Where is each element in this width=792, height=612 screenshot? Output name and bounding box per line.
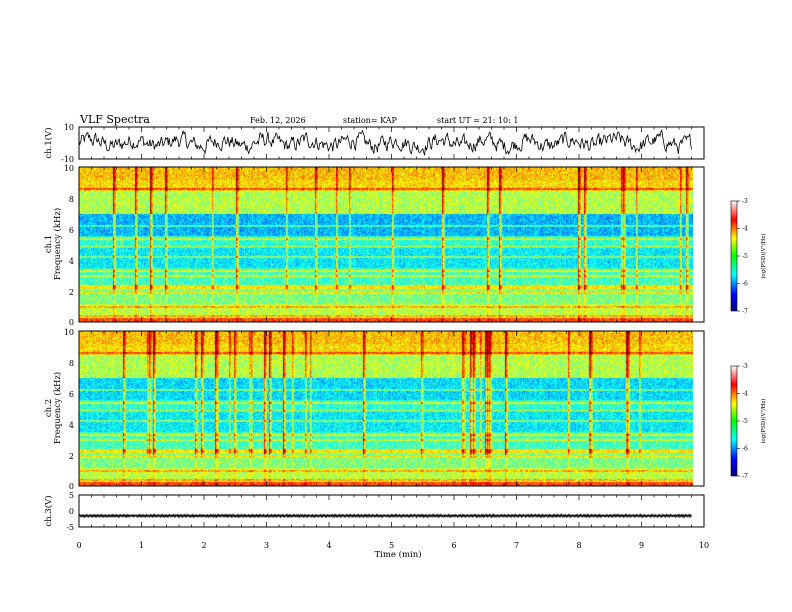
time-axis-label: Time (min) [374, 549, 421, 560]
ch2-colorbar-scale [730, 365, 738, 477]
ch2-spectrogram-xticks [78, 331, 705, 486]
ch2-colorbar-tick-label-4: -7 [742, 473, 748, 480]
time-tick-label-7: 7 [514, 541, 519, 550]
time-tick-label-3: 3 [264, 541, 269, 550]
ch2-freq-tick-10: 10 [64, 328, 74, 337]
ch2-colorbar: -3 -4 -5 -6 -7 log(PSD)(V²/Hz) [730, 363, 767, 480]
ch2-spectrogram-heatmap [79, 331, 693, 486]
ch3-waveform-ylabel: ch.3(V) [43, 495, 54, 526]
ch3-ytick-bottom: -5 [66, 523, 74, 532]
ch1-waveform-panel: 10 -10 ch.1(V) [43, 123, 705, 164]
ch3-waveform-panel: 5 0 -5 ch.3(V) 0 1 2 3 4 5 6 7 8 9 10 Time (min) [43, 491, 709, 560]
ch1-freq-tick-8: 8 [69, 195, 74, 204]
ch2-spectrogram-ylabel: Frequency (kHz) [52, 372, 63, 444]
ch1-spectrogram-xticks [78, 167, 705, 322]
ch1-colorbar-scale [730, 200, 738, 312]
ch2-spectrogram-channel-label: ch.2 [44, 399, 54, 417]
time-tick-label-10: 10 [699, 541, 709, 550]
ch2-freq-tick-6: 6 [69, 390, 74, 399]
ch3-ytick-top: 5 [69, 491, 74, 500]
time-tick-label-4: 4 [326, 541, 331, 550]
ch1-colorbar-tick-label-4: -7 [742, 308, 748, 315]
ch2-spectrogram-yticks: 0 2 4 6 8 10 [64, 328, 74, 491]
ch1-colorbar-label: log(PSD)(V²/Hz) [760, 234, 767, 279]
ch1-spectrogram-heatmap [79, 167, 693, 322]
ch1-spectrogram-ylabel: Frequency (kHz) [52, 208, 63, 280]
ch2-freq-tick-2: 2 [69, 452, 74, 461]
ch2-colorbar-ticks: -3 -4 -5 -6 -7 [737, 363, 748, 480]
ch1-spectrogram-channel-label: ch.1 [44, 235, 54, 253]
time-tick-label-5: 5 [389, 541, 394, 550]
time-tick-label-2: 2 [201, 541, 206, 550]
ch2-colorbar-tick-label-1: -4 [742, 391, 748, 398]
station-label: station= KAP [343, 116, 398, 125]
ch1-colorbar-tick-label-0: -3 [742, 198, 748, 205]
ch1-waveform-xticks [78, 127, 705, 159]
ch2-freq-tick-8: 8 [69, 359, 74, 368]
ch1-spectrogram-yticks: 0 2 4 6 8 10 [64, 164, 74, 327]
ch2-colorbar-label: log(PSD)(V²/Hz) [760, 399, 767, 444]
ch1-ytick-top: 10 [64, 123, 74, 132]
start-ut-label: start UT = 21: 10: 1 [437, 116, 518, 125]
ch1-spectrogram-panel: 0 2 4 6 8 10 ch.1 Frequency (kHz) [44, 164, 705, 327]
ch1-freq-tick-4: 4 [69, 257, 74, 266]
ch1-colorbar: -3 -4 -5 -6 -7 log(PSD)(V²/Hz) [730, 198, 767, 315]
ch1-waveform-ylabel: ch.1(V) [43, 127, 54, 158]
ch3-ytick-middle: 0 [69, 507, 74, 516]
ch1-freq-tick-2: 2 [69, 288, 74, 297]
ch3-waveform-xticks [78, 495, 705, 527]
time-tick-label-1: 1 [139, 541, 144, 550]
time-tick-label-6: 6 [451, 541, 456, 550]
date-label: Feb. 12, 2026 [250, 116, 306, 125]
ch2-colorbar-tick-label-0: -3 [742, 363, 748, 370]
time-tick-label-0: 0 [76, 541, 81, 550]
ch1-freq-tick-0: 0 [69, 318, 74, 327]
ch2-colorbar-tick-label-3: -6 [742, 446, 748, 453]
ch1-colorbar-tick-label-1: -4 [742, 226, 748, 233]
figure-title: VLF Spectra [79, 113, 150, 126]
ch1-freq-tick-6: 6 [69, 226, 74, 235]
time-tick-label-9: 9 [639, 541, 644, 550]
ch1-waveform-trace [78, 129, 692, 156]
ch1-colorbar-tick-label-2: -5 [742, 253, 748, 260]
time-tick-label-8: 8 [576, 541, 581, 550]
ch2-spectrogram-panel: 0 2 4 6 8 10 ch.2 Frequency (kHz) [44, 328, 705, 491]
ch1-ytick-bottom: -10 [61, 155, 74, 164]
time-axis-tick-labels: 0 1 2 3 4 5 6 7 8 9 10 [76, 541, 709, 550]
ch1-colorbar-ticks: -3 -4 -5 -6 -7 [737, 198, 748, 315]
ch2-freq-tick-4: 4 [69, 421, 74, 430]
ch3-waveform-trace [78, 512, 692, 519]
ch1-colorbar-tick-label-3: -6 [742, 281, 748, 288]
ch1-freq-tick-10: 10 [64, 164, 74, 173]
ch2-freq-tick-0: 0 [69, 482, 74, 491]
ch2-colorbar-tick-label-2: -5 [742, 418, 748, 425]
